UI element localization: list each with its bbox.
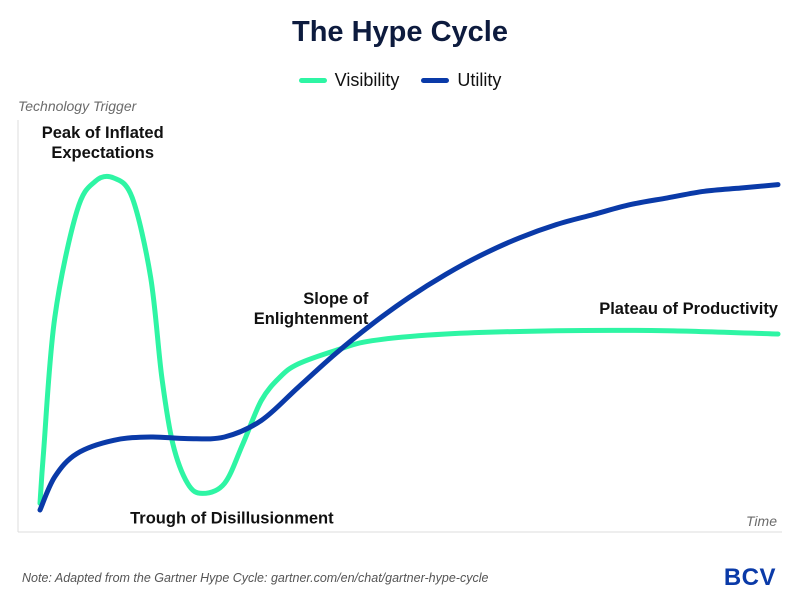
y-axis-label: Technology Trigger — [18, 98, 137, 114]
legend-item-visibility: Visibility — [298, 70, 400, 91]
chart-title: The Hype Cycle — [292, 16, 508, 48]
series-line-utility — [37, 182, 781, 513]
annotation-line: Plateau of Productivity — [599, 300, 779, 318]
x-axis-label: Time — [746, 513, 777, 529]
annotation-2: Slope of Enlightenment — [254, 290, 369, 328]
source-note: Note: Adapted from the Gartner Hype Cycl… — [22, 571, 489, 585]
legend-swatch-utility — [421, 78, 450, 83]
annotation-line: Slope of — [303, 290, 369, 308]
annotation-1: Trough of Disillusionment — [130, 509, 334, 527]
annotation-line: Peak of Inflated — [42, 124, 164, 142]
annotation-line: Expectations — [51, 144, 154, 162]
series-line-visibility — [37, 173, 781, 506]
annotation-line: Trough of Disillusionment — [130, 509, 334, 527]
chart-legend: Visibility Utility — [0, 70, 800, 91]
annotation-3: Plateau of Productivity — [599, 300, 779, 318]
legend-label-visibility: Visibility — [334, 70, 400, 90]
legend-swatch-visibility — [298, 78, 327, 83]
annotation-0: Peak of Inflated Expectations — [42, 124, 164, 162]
brand-logo: BCV — [723, 564, 776, 591]
legend-label-utility: Utility — [457, 70, 502, 90]
annotation-line: Enlightenment — [254, 310, 369, 328]
legend-item-utility: Utility — [421, 70, 501, 91]
